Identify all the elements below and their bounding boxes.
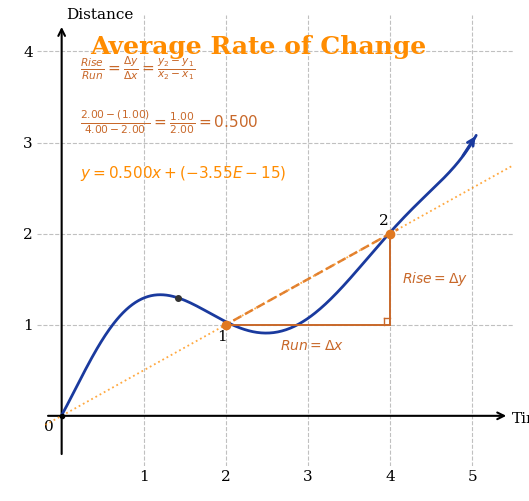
- Text: $\frac{Rise}{Run} = \frac{\Delta y}{\Delta x} = \frac{y_2 - y_1}{x_2 - x_1}$: $\frac{Rise}{Run} = \frac{\Delta y}{\Del…: [80, 54, 195, 82]
- Text: Distance: Distance: [67, 9, 134, 23]
- Text: 1: 1: [217, 330, 226, 344]
- Text: $Run = \Delta x$: $Run = \Delta x$: [280, 339, 344, 353]
- Text: 2: 2: [379, 213, 388, 227]
- Text: Time: Time: [512, 411, 529, 425]
- Text: 0: 0: [44, 420, 54, 434]
- Text: $\frac{2.00-(1.00)}{4.00-2.00} = \frac{1.00}{2.00} = 0.500$: $\frac{2.00-(1.00)}{4.00-2.00} = \frac{1…: [80, 108, 258, 136]
- Text: Average Rate of Change: Average Rate of Change: [90, 35, 426, 59]
- Text: $Rise = \Delta y$: $Rise = \Delta y$: [403, 270, 469, 288]
- Text: $y = 0.500x + (-3.55E - 15)$: $y = 0.500x + (-3.55E - 15)$: [80, 164, 286, 183]
